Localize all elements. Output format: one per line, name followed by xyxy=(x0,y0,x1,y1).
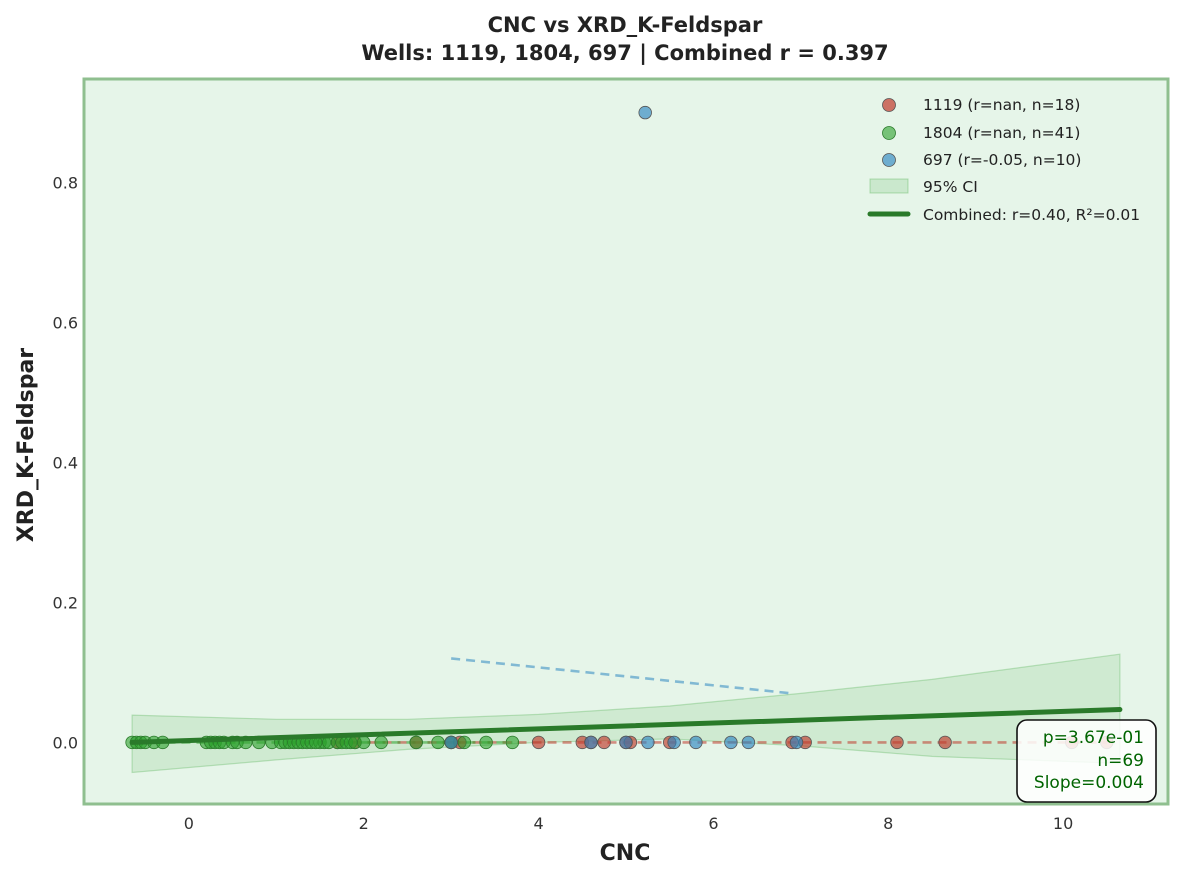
point-1804 xyxy=(457,735,472,750)
point-1119 xyxy=(938,735,952,750)
chart-title-line-1: CNC vs XRD_K-Feldspar xyxy=(488,13,763,37)
combined-fit-layer xyxy=(129,707,1123,745)
legend-label-1119: 1119 (r=nan, n=18) xyxy=(923,96,1080,114)
legend-marker-ci xyxy=(869,178,909,194)
point-697 xyxy=(689,735,703,750)
y-tick-label: 0.8 xyxy=(53,174,78,193)
point-697 xyxy=(619,735,633,750)
y-tick-label: 0.2 xyxy=(53,593,78,612)
legend-marker-1119 xyxy=(882,98,896,112)
legend: 1119 (r=nan, n=18) 1804 (r=nan, n=41) 69… xyxy=(867,96,1140,224)
x-tick-label: 0 xyxy=(184,814,194,833)
point-697 xyxy=(741,735,756,750)
legend-label-combined: Combined: r=0.40, R²=0.01 xyxy=(923,206,1140,224)
point-697 xyxy=(724,735,738,750)
point-697 xyxy=(584,735,598,750)
stats-slope: Slope=0.004 xyxy=(1034,773,1144,793)
point-1119 xyxy=(597,735,611,750)
point-1804 xyxy=(479,735,493,750)
point-697 xyxy=(444,735,458,750)
fit-line-697 xyxy=(451,657,793,695)
point-697 xyxy=(638,105,652,120)
point-697 xyxy=(789,735,804,750)
x-tick-label: 2 xyxy=(359,814,369,833)
y-tick-label: 0.6 xyxy=(53,314,78,333)
point-697 xyxy=(667,735,681,750)
x-tick-labels: 0 2 4 6 8 10 xyxy=(184,814,1073,833)
legend-marker-697 xyxy=(882,153,896,167)
point-1119 xyxy=(531,735,546,750)
y-axis-label: XRD_K-Feldspar xyxy=(14,348,39,542)
point-1804 xyxy=(431,735,445,750)
y-tick-label: 0.4 xyxy=(53,453,78,472)
point-1804 xyxy=(409,735,423,750)
stats-n: n=69 xyxy=(1097,751,1144,771)
stats-p-value: p=3.67e-01 xyxy=(1043,728,1144,748)
combined-fit-line xyxy=(129,707,1123,745)
x-tick-label: 8 xyxy=(883,814,893,833)
y-tick-label: 0.0 xyxy=(53,733,78,752)
legend-marker-1804 xyxy=(882,126,896,140)
x-tick-label: 6 xyxy=(708,814,718,833)
point-1804 xyxy=(374,735,388,750)
legend-label-697: 697 (r=-0.05, n=10) xyxy=(923,151,1081,169)
x-tick-label: 4 xyxy=(533,814,543,833)
y-tick-labels: 0.0 0.2 0.4 0.6 0.8 xyxy=(53,174,78,753)
x-tick-label: 10 xyxy=(1053,814,1073,833)
plot-area xyxy=(82,77,1170,806)
point-697 xyxy=(641,735,655,750)
point-1119 xyxy=(890,735,904,750)
chart-title-line-2: Wells: 1119, 1804, 697 | Combined r = 0.… xyxy=(361,41,888,66)
point-1804 xyxy=(505,735,520,750)
legend-label-ci: 95% CI xyxy=(923,178,978,196)
stats-box: p=3.67e-01 n=69 Slope=0.004 xyxy=(1016,719,1157,803)
legend-label-1804: 1804 (r=nan, n=41) xyxy=(923,124,1080,142)
x-axis-label: CNC xyxy=(600,841,651,866)
stats-box-frame xyxy=(1016,719,1157,803)
point-1804 xyxy=(357,735,371,750)
